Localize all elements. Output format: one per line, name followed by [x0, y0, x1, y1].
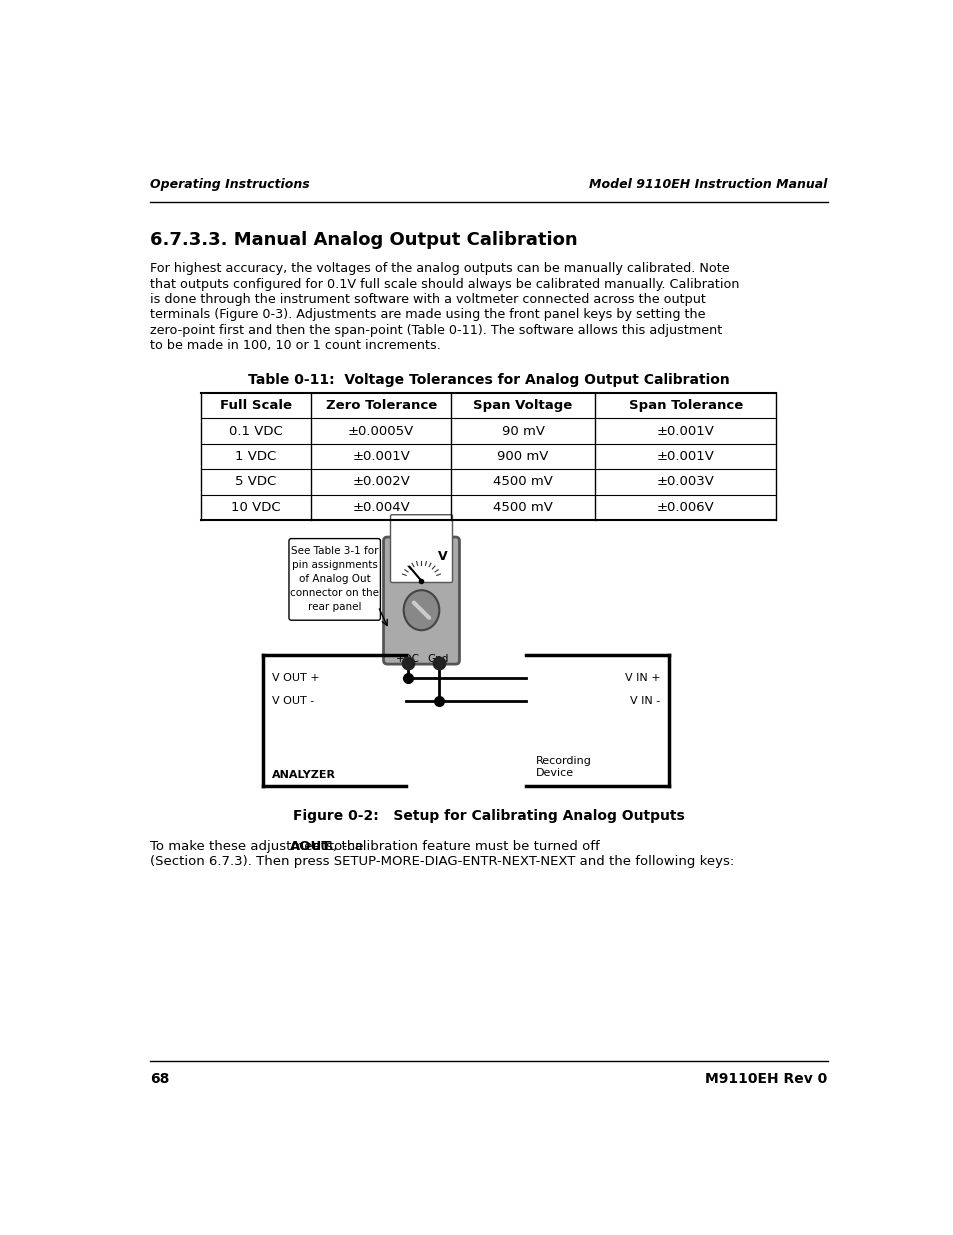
- Text: 68: 68: [150, 1072, 170, 1087]
- Text: See Table 3-1 for
pin assignments
of Analog Out
connector on the
rear panel: See Table 3-1 for pin assignments of Ana…: [290, 546, 378, 613]
- Text: Zero Tolerance: Zero Tolerance: [325, 399, 436, 412]
- Text: ±0.001V: ±0.001V: [657, 450, 714, 463]
- Text: 5 VDC: 5 VDC: [235, 475, 276, 489]
- FancyBboxPatch shape: [383, 537, 459, 664]
- Text: AOUT: AOUT: [290, 840, 331, 852]
- Text: terminals (Figure 0-3). Adjustments are made using the front panel keys by setti: terminals (Figure 0-3). Adjustments are …: [150, 309, 705, 321]
- Text: Gnd: Gnd: [427, 655, 449, 664]
- Text: 4500 mV: 4500 mV: [493, 501, 553, 514]
- Text: Table 0-11:  Voltage Tolerances for Analog Output Calibration: Table 0-11: Voltage Tolerances for Analo…: [248, 373, 729, 387]
- Text: 6.7.3.3. Manual Analog Output Calibration: 6.7.3.3. Manual Analog Output Calibratio…: [150, 231, 578, 249]
- Text: V: V: [438, 550, 448, 563]
- FancyBboxPatch shape: [390, 515, 452, 583]
- Text: is done through the instrument software with a voltmeter connected across the ou: is done through the instrument software …: [150, 293, 705, 306]
- Text: Span Tolerance: Span Tolerance: [628, 399, 742, 412]
- Text: For highest accuracy, the voltages of the analog outputs can be manually calibra: For highest accuracy, the voltages of th…: [150, 262, 729, 275]
- Text: Full Scale: Full Scale: [220, 399, 292, 412]
- Text: 4500 mV: 4500 mV: [493, 475, 553, 489]
- Text: Operating Instructions: Operating Instructions: [150, 178, 310, 191]
- Text: 900 mV: 900 mV: [497, 450, 548, 463]
- Text: To make these adjustments, the AOUT auto-calibration feature must be turned off: To make these adjustments, the AOUT auto…: [150, 840, 696, 852]
- Text: ANALYZER: ANALYZER: [272, 769, 335, 781]
- Text: ±0.004V: ±0.004V: [352, 501, 410, 514]
- Text: 1 VDC: 1 VDC: [235, 450, 276, 463]
- Text: +DC: +DC: [395, 655, 419, 664]
- Text: Recording
Device: Recording Device: [535, 756, 591, 778]
- Text: 0.1 VDC: 0.1 VDC: [229, 425, 283, 437]
- Text: Model 9110EH Instruction Manual: Model 9110EH Instruction Manual: [589, 178, 827, 191]
- Text: zero-point first and then the span-point (Table 0-11). The software allows this : zero-point first and then the span-point…: [150, 324, 721, 337]
- Text: V IN +: V IN +: [624, 673, 659, 683]
- FancyBboxPatch shape: [289, 538, 380, 620]
- Text: To make these adjustments, the: To make these adjustments, the: [150, 840, 368, 852]
- Text: ±0.001V: ±0.001V: [657, 425, 714, 437]
- Text: V OUT -: V OUT -: [272, 697, 314, 706]
- Text: V OUT +: V OUT +: [272, 673, 319, 683]
- Ellipse shape: [403, 590, 439, 630]
- Text: ±0.001V: ±0.001V: [352, 450, 410, 463]
- Text: ±0.0005V: ±0.0005V: [348, 425, 414, 437]
- Text: ±0.003V: ±0.003V: [657, 475, 714, 489]
- Text: ±0.006V: ±0.006V: [657, 501, 714, 514]
- Text: V IN -: V IN -: [629, 697, 659, 706]
- Text: 90 mV: 90 mV: [501, 425, 544, 437]
- Text: to be made in 100, 10 or 1 count increments.: to be made in 100, 10 or 1 count increme…: [150, 340, 440, 352]
- Text: ±0.002V: ±0.002V: [352, 475, 410, 489]
- Text: Figure 0-2:   Setup for Calibrating Analog Outputs: Figure 0-2: Setup for Calibrating Analog…: [293, 809, 684, 823]
- Text: 10 VDC: 10 VDC: [231, 501, 280, 514]
- Text: that outputs configured for 0.1V full scale should always be calibrated manually: that outputs configured for 0.1V full sc…: [150, 278, 739, 290]
- Text: M9110EH Rev 0: M9110EH Rev 0: [704, 1072, 827, 1087]
- Text: (Section 6.7.3). Then press SETUP-MORE-DIAG-ENTR-NEXT-NEXT and the following key: (Section 6.7.3). Then press SETUP-MORE-D…: [150, 855, 734, 868]
- Text: Span Voltage: Span Voltage: [473, 399, 572, 412]
- Text: auto-calibration feature must be turned off: auto-calibration feature must be turned …: [308, 840, 599, 852]
